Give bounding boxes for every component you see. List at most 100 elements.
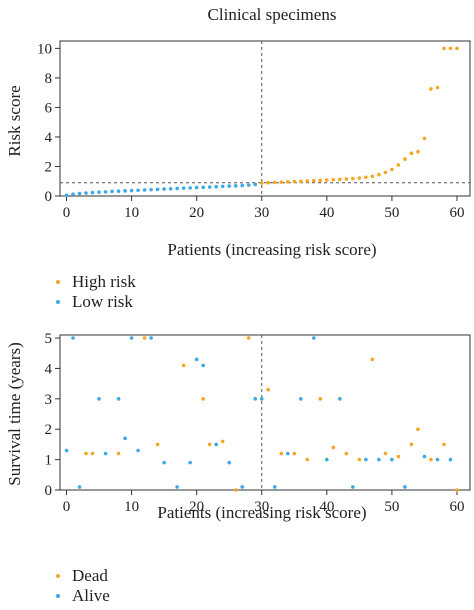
risk-point-low-risk: [84, 191, 88, 195]
survival-point-dead: [455, 488, 459, 492]
survival-point-alive: [448, 457, 453, 462]
risk-score-panel: 0 10 20 30 40 50 60 0 2 4 6 8 10: [37, 40, 471, 221]
survival-point-alive: [435, 457, 440, 462]
risk-point-high-risk: [390, 167, 394, 172]
legend-item-low-risk: Low risk: [56, 292, 136, 312]
survival-point-alive: [175, 485, 179, 489]
survival-x-tick-label: 0: [63, 499, 71, 515]
risk-point-low-risk: [201, 185, 205, 190]
survival-point-dead: [344, 451, 349, 456]
risk-point-high-risk: [312, 178, 316, 183]
survival-point-dead: [220, 439, 225, 444]
survival-point-dead: [181, 363, 186, 368]
survival-point-dead: [318, 397, 323, 401]
risk-point-low-risk: [168, 186, 173, 191]
risk-y-tick-label: 6: [45, 100, 53, 116]
risk-point-low-risk: [233, 184, 238, 188]
risk-point-low-risk: [246, 183, 251, 187]
survival-point-alive: [253, 397, 258, 401]
risk-point-high-risk: [370, 174, 375, 179]
risk-x-tick-label: 40: [319, 205, 334, 221]
risk-point-high-risk: [429, 87, 433, 91]
risk-point-high-risk: [272, 180, 277, 185]
risk-point-high-risk: [325, 178, 329, 182]
risk-point-low-risk: [129, 188, 134, 193]
risk-point-low-risk: [90, 190, 95, 195]
survival-point-alive: [298, 397, 303, 401]
survival-point-alive: [201, 363, 205, 368]
legend-label-dead: Dead: [72, 566, 108, 585]
high-risk-marker-icon: [56, 280, 60, 284]
risk-point-high-risk: [448, 46, 453, 51]
risk-point-high-risk: [377, 172, 381, 177]
survival-point-dead: [246, 336, 251, 340]
risk-point-low-risk: [71, 192, 75, 197]
survival-point-dead: [233, 488, 238, 492]
survival-x-tick-label: 30: [254, 499, 269, 515]
risk-point-high-risk: [383, 170, 388, 175]
survival-point-alive: [97, 397, 101, 401]
survival-point-dead: [292, 451, 297, 456]
survival-point-alive: [194, 357, 199, 362]
survival-point-dead: [416, 427, 420, 432]
risk-y-tick-label: 0: [45, 189, 53, 205]
survival-point-alive: [403, 485, 407, 489]
risk-point-low-risk: [181, 186, 186, 190]
survival-y-axis-label: Survival time (years): [5, 342, 24, 486]
risk-point-low-risk: [253, 182, 258, 187]
survival-point-alive: [188, 460, 192, 465]
risk-point-high-risk: [266, 180, 271, 185]
survival-point-alive: [162, 460, 166, 465]
survival-point-alive: [351, 485, 355, 489]
risk-point-low-risk: [155, 187, 160, 192]
survival-point-dead: [429, 457, 433, 462]
survival-point-alive: [259, 397, 264, 401]
risk-point-high-risk: [279, 180, 284, 184]
legend-item-high-risk: High risk: [56, 272, 136, 292]
risk-x-tick-label: 0: [63, 205, 71, 221]
risk-point-high-risk: [442, 46, 446, 51]
survival-point-dead: [357, 457, 362, 462]
survival-point-dead: [90, 451, 95, 456]
risk-point-high-risk: [305, 179, 310, 183]
survival-point-alive: [149, 336, 153, 340]
survival-point-alive: [123, 436, 127, 441]
survival-y-tick-label: 3: [45, 392, 53, 408]
survival-point-alive: [312, 336, 316, 340]
survival-point-dead: [116, 451, 121, 456]
risk-point-high-risk: [285, 180, 290, 184]
risk-x-tick-label: 20: [189, 205, 204, 221]
risk-y-tick-label: 4: [45, 130, 53, 146]
risk-point-high-risk: [455, 46, 459, 51]
survival-point-dead: [142, 336, 147, 340]
survival-point-alive: [285, 451, 290, 456]
survival-point-alive: [240, 485, 245, 489]
risk-point-low-risk: [207, 185, 212, 189]
risk-point-low-risk: [214, 184, 218, 189]
survival-point-dead: [370, 357, 375, 362]
survival-y-tick-label: 4: [45, 361, 53, 377]
survival-point-alive: [227, 460, 232, 465]
risk-point-high-risk: [344, 177, 349, 181]
survival-x-tick-label: 10: [124, 499, 139, 515]
risk-point-high-risk: [357, 176, 362, 180]
survival-point-alive: [64, 448, 69, 453]
survival-point-alive: [77, 485, 82, 489]
risk-y-tick-label: 10: [37, 41, 52, 57]
survival-point-dead: [305, 457, 310, 462]
risk-x-axis-label: Patients (increasing risk score): [167, 240, 376, 259]
risk-point-high-risk: [331, 177, 336, 182]
risk-point-low-risk: [77, 191, 82, 196]
survival-y-tick-label: 1: [45, 453, 53, 469]
risk-point-low-risk: [220, 184, 225, 189]
risk-point-high-risk: [435, 85, 440, 90]
risk-x-tick-label: 10: [124, 205, 139, 221]
survival-point-alive: [422, 454, 427, 459]
risk-point-high-risk: [259, 181, 264, 185]
risk-y-tick-label: 8: [45, 71, 53, 87]
survival-x-tick-label: 40: [319, 499, 334, 515]
survival-point-alive: [377, 457, 381, 462]
risk-point-high-risk: [422, 136, 427, 141]
low-risk-marker-icon: [56, 300, 60, 304]
